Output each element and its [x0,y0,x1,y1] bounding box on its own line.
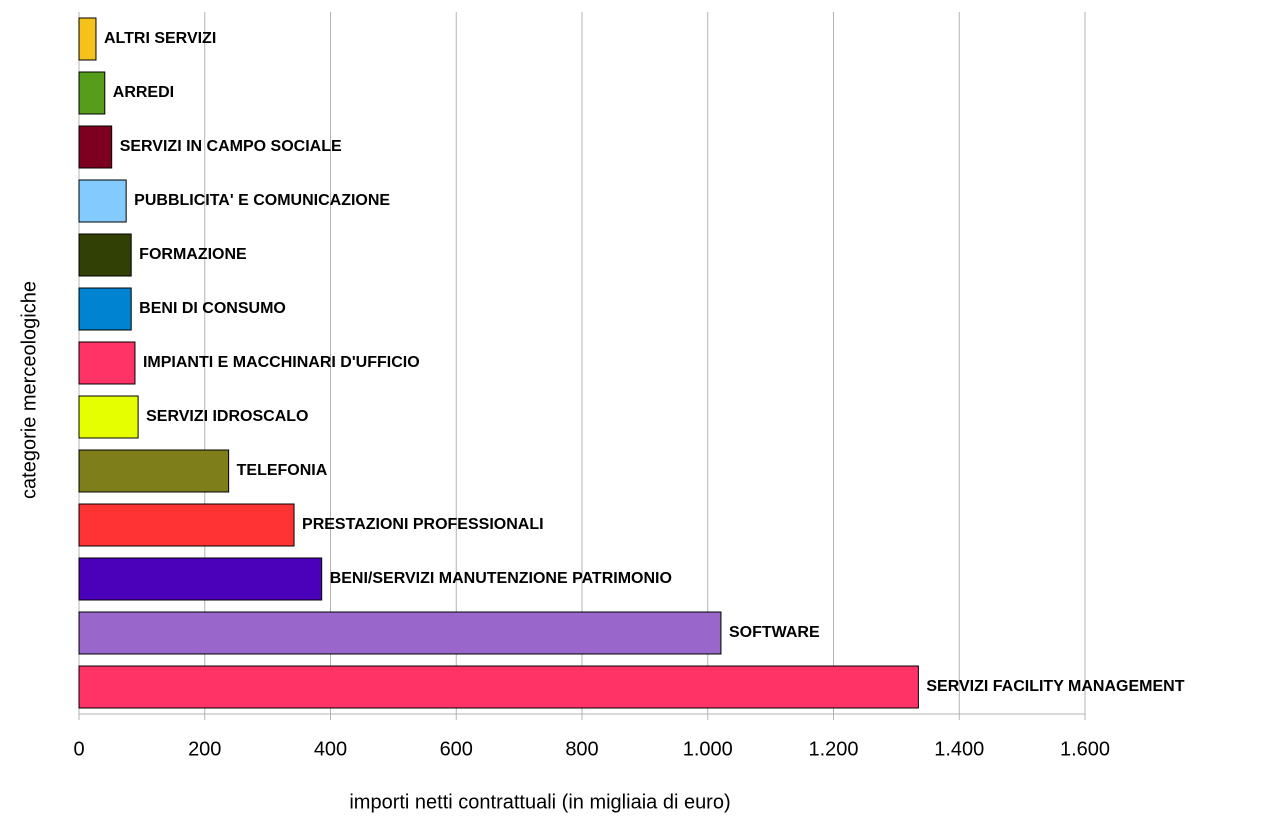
x-tick-label: 800 [565,738,598,760]
bar-label: ARREDI [113,84,174,101]
bar [78,665,919,709]
x-tick-label: 0 [73,738,84,760]
bar [78,503,295,547]
bar-label: SERVIZI IN CAMPO SOCIALE [120,138,342,155]
bar [78,179,127,223]
x-axis-title: importi netti contrattuali (in migliaia … [349,791,730,813]
x-tick-label: 1.200 [808,738,858,760]
x-tick-label: 400 [314,738,347,760]
y-axis-title: categorie merceologiche [18,281,40,499]
x-tick-label: 1.000 [683,738,733,760]
bar [78,71,106,115]
x-tick-label: 200 [188,738,221,760]
bar [78,395,139,439]
bar-label: SERVIZI IDROSCALO [146,408,308,425]
bar-label: ALTRI SERVIZI [104,30,216,47]
x-tick-label: 600 [440,738,473,760]
bar-label: SERVIZI FACILITY MANAGEMENT [926,678,1184,695]
bar-label: IMPIANTI E MACCHINARI D'UFFICIO [143,354,420,371]
bar-label: BENI DI CONSUMO [139,300,286,317]
x-tick-label: 1.400 [934,738,984,760]
bar [78,557,323,601]
bar [78,125,113,169]
bar [78,17,97,61]
bar [78,287,132,331]
bar-label: TELEFONIA [237,462,328,479]
bar-label: SOFTWARE [729,624,820,641]
bar [78,233,132,277]
bar-label: FORMAZIONE [139,246,247,263]
bar-label: PUBBLICITA' E COMUNICAZIONE [134,192,390,209]
x-tick-label: 1.600 [1060,738,1110,760]
bar-label: PRESTAZIONI PROFESSIONALI [302,516,543,533]
bar-label: BENI/SERVIZI MANUTENZIONE PATRIMONIO [330,570,672,587]
bar [78,341,136,385]
bar [78,611,722,655]
bar [78,449,230,493]
